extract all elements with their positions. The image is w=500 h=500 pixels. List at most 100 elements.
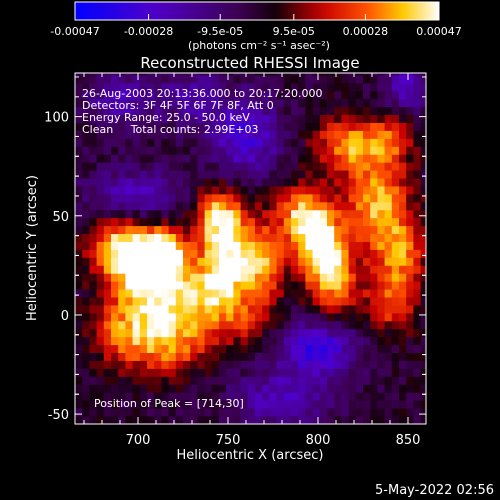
heatmap-cell — [276, 217, 285, 227]
heatmap-cell — [96, 82, 105, 92]
heatmap-cell — [190, 336, 198, 346]
heatmap-cell — [334, 217, 342, 227]
heatmap-cell — [96, 400, 105, 409]
heatmap-cell — [125, 297, 133, 306]
heatmap-cell — [334, 146, 342, 155]
heatmap-cell — [298, 400, 306, 409]
heatmap-cell — [355, 193, 364, 203]
heatmap-cell — [168, 376, 177, 385]
x-tick-label: 800 — [306, 433, 331, 448]
heatmap-cell — [204, 352, 213, 361]
heatmap-cell — [262, 368, 270, 377]
heatmap-cell — [255, 114, 263, 123]
heatmap-cell — [377, 241, 385, 250]
heatmap-cell — [183, 273, 191, 282]
heatmap-cell — [204, 178, 213, 187]
heatmap-cell — [125, 312, 133, 322]
heatmap-cell — [82, 416, 90, 424]
heatmap-cell — [384, 193, 393, 203]
heatmap-cell — [96, 178, 105, 187]
heatmap-cell — [355, 344, 364, 354]
heatmap-cell — [103, 400, 112, 409]
heatmap-cell — [262, 257, 270, 266]
heatmap-cell — [305, 201, 313, 211]
heatmap-cell — [384, 178, 393, 187]
heatmap-cell — [175, 146, 184, 155]
heatmap-cell — [420, 106, 426, 116]
heatmap-cell — [233, 352, 241, 361]
heatmap-cell — [384, 73, 393, 76]
heatmap-cell — [132, 233, 141, 242]
heatmap-cell — [161, 130, 169, 139]
heatmap-cell — [233, 154, 241, 163]
heatmap-cell — [132, 146, 141, 155]
heatmap-cell — [190, 98, 198, 108]
heatmap-cell — [247, 98, 256, 108]
heatmap-cell — [240, 305, 249, 314]
heatmap-cell — [111, 138, 119, 147]
heatmap-cell — [233, 305, 241, 314]
heatmap-cell — [175, 328, 184, 338]
heatmap-cell — [219, 376, 227, 385]
heatmap-cell — [291, 360, 299, 369]
heatmap-cell — [391, 122, 400, 131]
heatmap-cell — [363, 178, 371, 187]
heatmap-cell — [341, 225, 349, 235]
heatmap-cell — [211, 305, 220, 314]
heatmap-cell — [204, 392, 213, 401]
heatmap-cell — [75, 392, 83, 401]
heatmap-cell — [377, 82, 385, 92]
heatmap-cell — [168, 360, 177, 369]
heatmap-cell — [161, 138, 169, 147]
heatmap-cell — [312, 233, 321, 242]
heatmap-cell — [298, 162, 306, 171]
heatmap-cell — [406, 73, 414, 76]
heatmap-cell — [197, 225, 205, 235]
heatmap-cell — [247, 74, 256, 84]
heatmap-cell — [291, 225, 299, 235]
heatmap-cell — [420, 178, 426, 187]
heatmap-cell — [370, 241, 378, 250]
heatmap-cell — [399, 408, 407, 417]
heatmap-cell — [125, 384, 133, 393]
heatmap-cell — [348, 122, 357, 131]
heatmap-cell — [118, 336, 126, 346]
heatmap-cell — [183, 416, 191, 424]
heatmap-cell — [139, 297, 148, 306]
heatmap-cell — [111, 217, 119, 227]
heatmap-cell — [363, 122, 371, 131]
heatmap-cell — [204, 249, 213, 258]
heatmap-cell — [183, 344, 191, 354]
heatmap-cell — [183, 368, 191, 377]
heatmap-cell — [255, 392, 263, 401]
heatmap-cell — [298, 257, 306, 266]
heatmap-cell — [125, 74, 133, 84]
heatmap-cell — [139, 408, 148, 417]
heatmap-cell — [111, 122, 119, 131]
heatmap-cell — [370, 416, 378, 424]
heatmap-cell — [226, 265, 234, 274]
heatmap-cell — [319, 122, 328, 131]
heatmap-cell — [262, 162, 270, 171]
heatmap-cell — [240, 138, 249, 147]
heatmap-cell — [406, 297, 414, 306]
heatmap-cell — [139, 376, 148, 385]
heatmap-cell — [175, 416, 184, 424]
heatmap-cell — [283, 320, 292, 330]
heatmap-cell — [175, 138, 184, 147]
heatmap-cell — [75, 146, 83, 155]
heatmap-cell — [370, 368, 378, 377]
heatmap-cell — [154, 376, 162, 385]
heatmap-cell — [197, 400, 205, 409]
heatmap-cell — [276, 376, 285, 385]
heatmap-cell — [348, 368, 357, 377]
heatmap-cell — [269, 400, 277, 409]
heatmap-cell — [240, 178, 249, 187]
heatmap-cell — [391, 241, 400, 250]
heatmap-cell — [132, 257, 141, 266]
heatmap-cell — [154, 384, 162, 393]
heatmap-cell — [370, 305, 378, 314]
heatmap-cell — [391, 98, 400, 108]
heatmap-cell — [283, 328, 292, 338]
heatmap-cell — [75, 138, 83, 147]
